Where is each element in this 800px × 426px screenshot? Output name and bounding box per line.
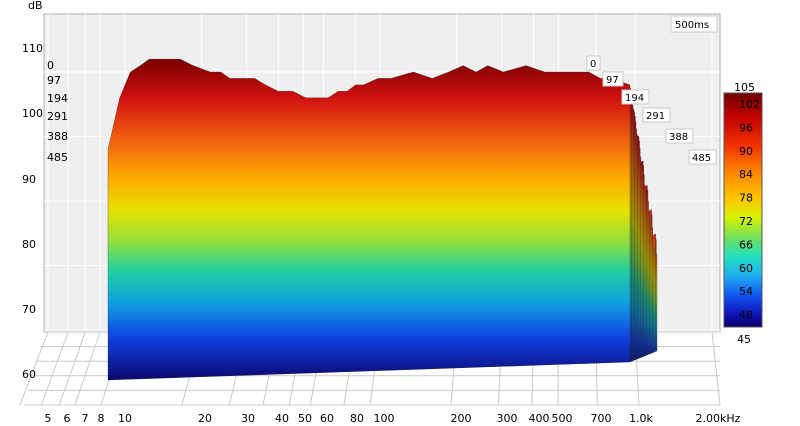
- time-label-right: 97: [602, 71, 624, 87]
- time-label-right: 194: [621, 89, 650, 105]
- colorbar-min-label: 45: [737, 333, 751, 346]
- colorbar-tick-label: 54: [739, 285, 753, 298]
- x-tick-label: 200: [451, 412, 472, 425]
- y-tick-label: 80: [22, 238, 36, 251]
- colorbar-tick-label: 90: [739, 145, 753, 158]
- x-tick-label: 100: [374, 412, 395, 425]
- y-axis-unit: dB: [28, 0, 43, 12]
- y-tick-label: 60: [22, 368, 36, 381]
- time-label-left: 0: [47, 59, 54, 72]
- time-label-right: 388: [665, 128, 694, 144]
- svg-text:194: 194: [625, 93, 644, 104]
- x-tick-label: 10: [118, 412, 132, 425]
- x-tick-label: 2.00kHz: [696, 412, 741, 425]
- colorbar-tick-label: 66: [739, 238, 753, 251]
- colorbar-tick-label: 96: [739, 121, 753, 134]
- colorbar-tick-label: 102: [739, 98, 760, 111]
- svg-text:0: 0: [590, 59, 596, 70]
- x-tick-label: 1.0k: [629, 412, 653, 425]
- time-label-right: 0: [586, 55, 601, 71]
- y-tick-label: 90: [22, 173, 36, 186]
- colorbar-tick-label: 84: [739, 168, 753, 181]
- x-tick-label: 50: [298, 412, 312, 425]
- svg-text:500ms: 500ms: [675, 20, 709, 31]
- x-tick-label: 80: [350, 412, 364, 425]
- y-tick-label: 110: [22, 42, 43, 55]
- time-label-left: 291: [47, 110, 68, 123]
- colorbar-tick-label: 78: [739, 192, 753, 205]
- time-label-left: 194: [47, 92, 68, 105]
- time-label-left: 388: [47, 130, 68, 143]
- x-tick-label: 60: [320, 412, 334, 425]
- svg-text:97: 97: [606, 75, 619, 86]
- y-axis: dB 60 70 80 90 100 110: [22, 0, 43, 381]
- x-tick-label: 20: [198, 412, 212, 425]
- x-tick-label: 5: [45, 412, 52, 425]
- time-label-left: 485: [47, 151, 68, 164]
- time-label-right: 485: [688, 149, 717, 165]
- waterfall-surface: [107, 58, 658, 381]
- y-tick-label: 70: [22, 303, 36, 316]
- x-tick-label: 30: [241, 412, 255, 425]
- colorbar-tick-label: 72: [739, 215, 753, 228]
- colorbar-tick-label: 48: [739, 309, 753, 322]
- time-label-right: 291: [642, 107, 671, 123]
- x-tick-label: 500: [552, 412, 573, 425]
- colorbar-tick-label: 60: [739, 262, 753, 275]
- svg-text:485: 485: [692, 153, 711, 164]
- svg-text:291: 291: [646, 111, 665, 122]
- time-label-left: 97: [47, 74, 61, 87]
- colorbar-max-label: 105: [734, 81, 755, 94]
- x-tick-label: 6: [64, 412, 71, 425]
- colorbar: 105 45 102 96 90 84 78 72 66 60 54 48: [723, 81, 763, 346]
- waterfall-slice: [107, 58, 631, 381]
- x-tick-label: 7: [82, 412, 89, 425]
- time-max-label: 500ms: [670, 15, 718, 33]
- x-tick-label: 700: [591, 412, 612, 425]
- x-tick-label: 40: [275, 412, 289, 425]
- y-tick-label: 100: [22, 107, 43, 120]
- x-tick-label: 400: [529, 412, 550, 425]
- x-axis: 5 6 7 8 10 20 30 40 50 60 80 100 200 300 400 500 700 1.0k…: [45, 412, 741, 425]
- svg-text:388: 388: [669, 132, 688, 143]
- x-tick-label: 8: [98, 412, 105, 425]
- x-tick-label: 300: [497, 412, 518, 425]
